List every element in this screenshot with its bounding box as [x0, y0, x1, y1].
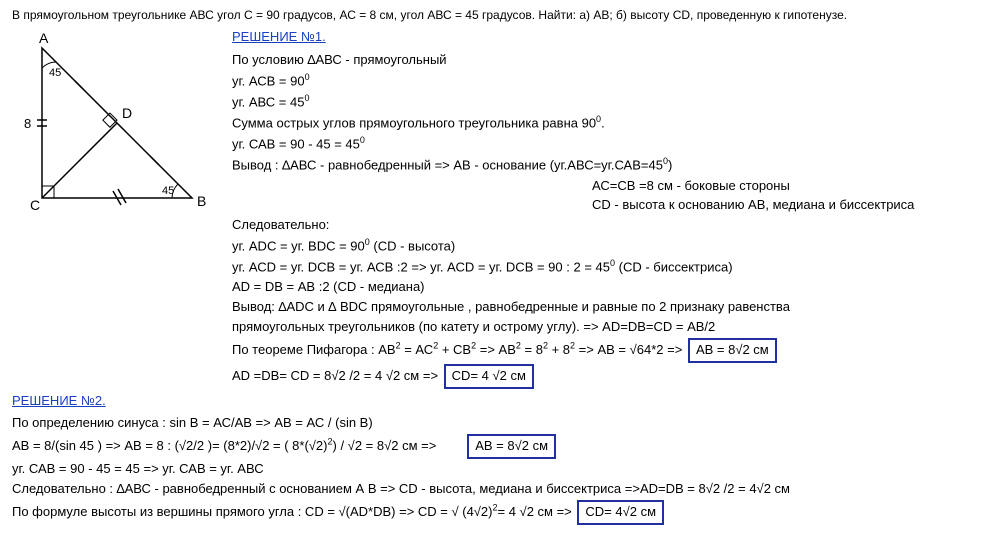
main-content: A B C D 8 45 45 РЕШЕНИЕ №1. По условию ∆…	[12, 28, 974, 390]
vertex-b: B	[197, 193, 206, 209]
s1-line: АD =DВ= СD = 8√2 /2 = 4 √2 см => CD= 4 √…	[232, 364, 974, 389]
s1-line: уг. АСВ = 900	[232, 71, 974, 91]
solution-2: РЕШЕНИЕ №2. По определению синуса : sin …	[12, 392, 974, 525]
angle-45-b: 45	[162, 185, 174, 197]
sq: 2	[471, 341, 476, 351]
angle-45-a: 45	[49, 67, 61, 79]
txt: уг. АВС = 45	[232, 94, 304, 109]
vertex-a: A	[39, 30, 49, 46]
answer-ab-2: АВ = 8√2 см	[467, 434, 556, 459]
s2-line: По определению синуса : sin В = АС/АВ =>…	[12, 414, 974, 433]
txt: уг. АСD = уг. DСВ = уг. АСВ :2 => уг. АС…	[232, 260, 610, 275]
txt: АD =DВ= СD = 8√2 /2 = 4 √2 см =>	[232, 368, 438, 383]
vertex-c: C	[30, 197, 40, 213]
txt: уг. САВ = 90 - 45 = 45	[232, 137, 360, 152]
side-8: 8	[24, 116, 31, 131]
triangle-diagram: A B C D 8 45 45	[12, 28, 232, 221]
s1-line: Вывод: ∆АDС и ∆ ВDС прямоугольные , равн…	[232, 298, 974, 317]
txt: уг. АDС = уг. ВDС = 90	[232, 238, 365, 253]
deg: 0	[596, 114, 601, 124]
vertex-d: D	[122, 105, 132, 121]
txt: = АС	[404, 342, 433, 357]
txt: => АВ = √64*2 =>	[579, 342, 683, 357]
txt: + СВ	[442, 342, 471, 357]
txt: = 8	[525, 342, 543, 357]
s1-line: Сумма острых углов прямоугольного треуго…	[232, 113, 974, 133]
sq: 2	[543, 341, 548, 351]
deg: 0	[304, 93, 309, 103]
s2-line: АВ = 8/(sin 45 ) => АВ = 8 : (√2/2 )= (8…	[12, 434, 974, 459]
txt: АВ = 8/(sin 45 ) => АВ = 8 : (√2/2 )= (8…	[12, 438, 328, 453]
s1-line: СD - высота к основанию АВ, медиана и би…	[232, 196, 974, 215]
s1-line: уг. САВ = 90 - 45 = 450	[232, 134, 974, 154]
s1-line: АС=СВ =8 см - боковые стороны	[232, 177, 974, 196]
sq: 2	[396, 341, 401, 351]
s1-line: АD = DВ = АВ :2 (СD - медиана)	[232, 278, 974, 297]
sq: 2	[433, 341, 438, 351]
txt: => АВ	[480, 342, 516, 357]
deg: 0	[360, 135, 365, 145]
sq: 2	[570, 341, 575, 351]
txt: По теореме Пифагора : АВ	[232, 342, 396, 357]
txt: + 8	[552, 342, 570, 357]
txt: Вывод : ∆АВС - равнобедренный => АВ - ос…	[232, 158, 663, 173]
solution-1: РЕШЕНИЕ №1. По условию ∆АВС - прямоуголь…	[232, 28, 974, 390]
s1-line: уг. АВС = 450	[232, 92, 974, 112]
txt: = 4 √2 см =>	[498, 504, 572, 519]
solution-2-title: РЕШЕНИЕ №2.	[12, 392, 974, 411]
solution-1-title: РЕШЕНИЕ №1.	[232, 28, 974, 47]
txt: (СD - биссектриса)	[615, 260, 733, 275]
s1-line: По условию ∆АВС - прямоугольный	[232, 51, 974, 70]
s2-line: По формуле высоты из вершины прямого угл…	[12, 500, 974, 525]
answer-cd-2: СD= 4√2 см	[577, 500, 664, 525]
s1-line: Вывод : ∆АВС - равнобедренный => АВ - ос…	[232, 155, 974, 175]
txt: уг. АСВ = 90	[232, 73, 305, 88]
s2-line: уг. САВ = 90 - 45 = 45 => уг. САВ = уг. …	[12, 460, 974, 479]
sq: 2	[516, 341, 521, 351]
s1-line: По теореме Пифагора : АВ2 = АС2 + СВ2 =>…	[232, 338, 974, 363]
problem-statement: В прямоугольном треугольнике АВС угол С …	[12, 8, 974, 22]
s1-line: Следовательно:	[232, 216, 974, 235]
txt: )	[668, 158, 672, 173]
deg: 0	[305, 72, 310, 82]
answer-cd-1: CD= 4 √2 см	[444, 364, 534, 389]
txt: По формуле высоты из вершины прямого угл…	[12, 504, 493, 519]
s1-line: прямоугольных треугольников (по катету и…	[232, 318, 974, 337]
s1-line: уг. АDС = уг. ВDС = 900 (СD - высота)	[232, 236, 974, 256]
s1-line: уг. АСD = уг. DСВ = уг. АСВ :2 => уг. АС…	[232, 257, 974, 277]
txt: ) / √2 = 8√2 см =>	[333, 438, 437, 453]
txt: (СD - высота)	[370, 238, 455, 253]
txt: Сумма острых углов прямоугольного треуго…	[232, 115, 596, 130]
s2-line: Следовательно : ∆АВС - равнобедренный с …	[12, 480, 974, 499]
answer-ab-1: АВ = 8√2 см	[688, 338, 777, 363]
